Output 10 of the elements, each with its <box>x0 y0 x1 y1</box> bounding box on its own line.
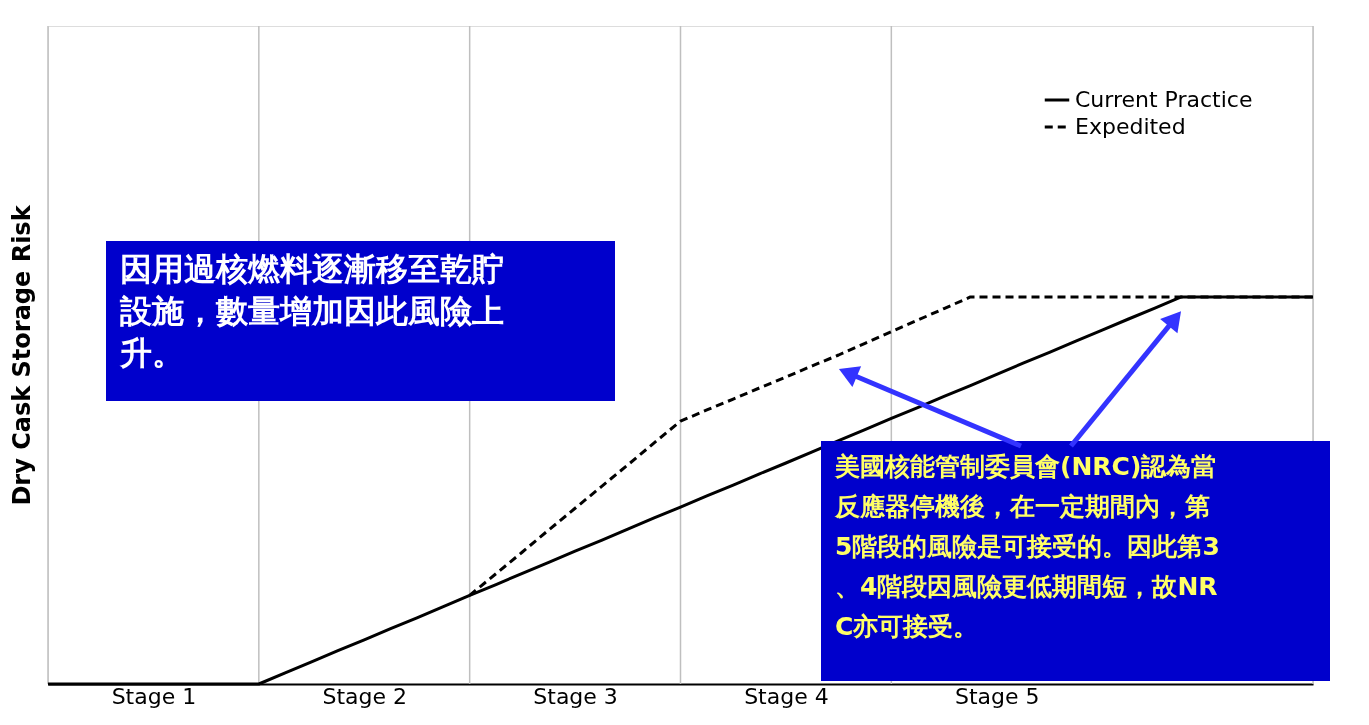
x-tick-label: Stage 4 <box>744 683 829 709</box>
x-tick-label: Stage 5 <box>954 683 1040 709</box>
x-tick-label: Stage 3 <box>533 683 618 709</box>
legend-label: Expedited <box>1075 114 1186 139</box>
legend-label: Current Practice <box>1075 87 1253 112</box>
annotation: 美國核能管制委員會(NRC)認為當反應器停機後，在一定期間內，第5階段的風險是可接受的。因此第3、4階段因風險更低期間短，故NRC亦可接受。 <box>834 452 1220 641</box>
annotation: 因用過核燃料逐漸移至乾貯設施，數量增加因此風險上升。 <box>119 250 504 372</box>
y-axis-title: Dry Cask Storage Risk <box>7 204 36 506</box>
x-tick-label: Stage 1 <box>111 683 197 709</box>
x-tick-label: Stage 2 <box>322 683 408 709</box>
